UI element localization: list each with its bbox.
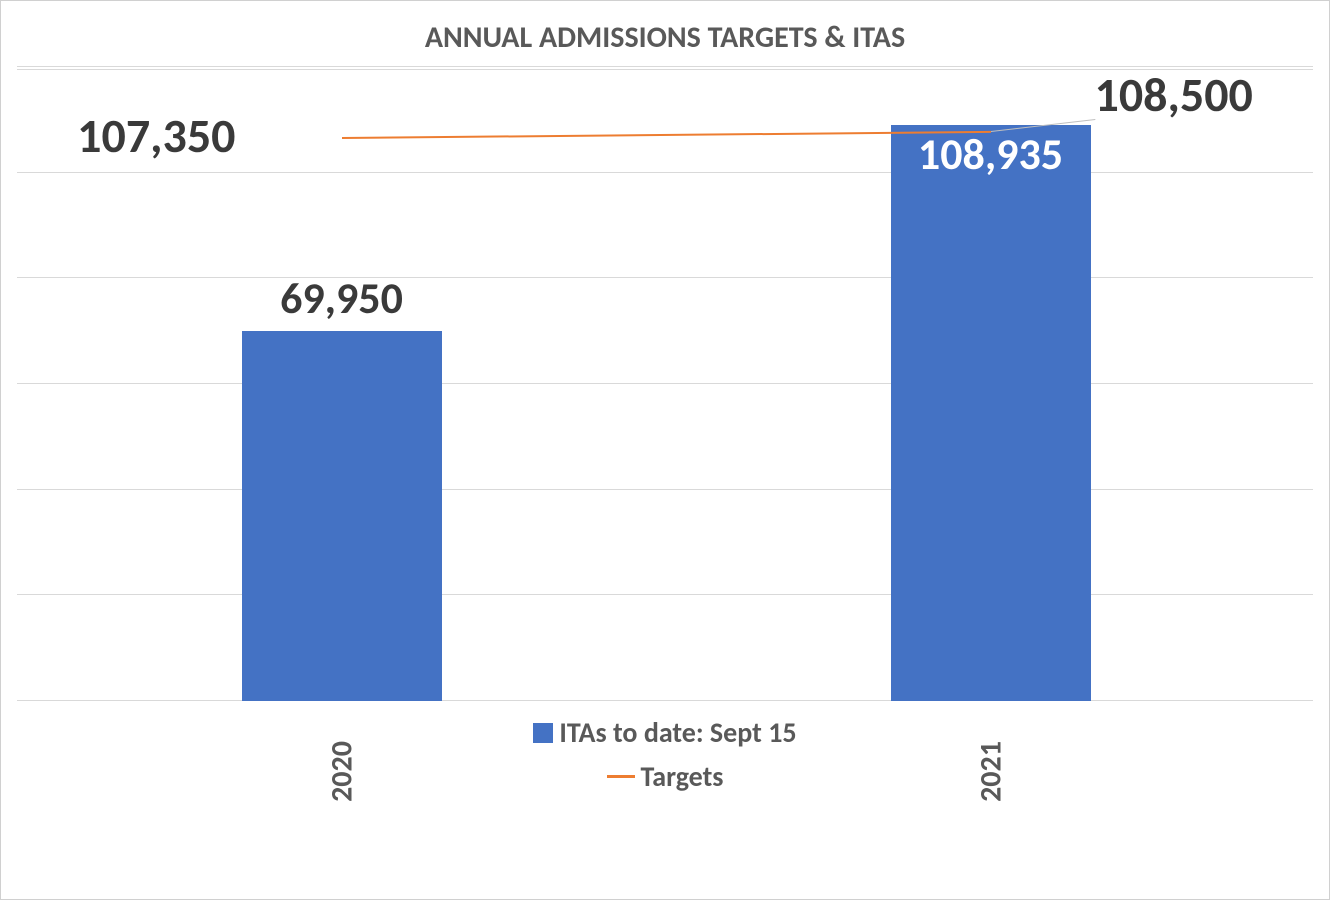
target-label-2020: 107,350 bbox=[77, 106, 235, 165]
legend-item-targets: Targets bbox=[607, 759, 724, 794]
bar-2020 bbox=[242, 331, 442, 701]
gridline bbox=[17, 594, 1313, 595]
plot-area: 69,950108,935107,350108,500 bbox=[17, 69, 1313, 701]
gridline bbox=[17, 383, 1313, 384]
x-axis-label-2020: 2020 bbox=[323, 732, 360, 812]
chart-container: ANNUAL ADMISSIONS TARGETS & ITAS 69,950 1… bbox=[0, 0, 1330, 900]
gridline bbox=[17, 700, 1313, 701]
chart-title: ANNUAL ADMISSIONS TARGETS & ITAS bbox=[1, 19, 1329, 56]
target-label-2021: 108,500 bbox=[1095, 65, 1253, 124]
bar-2021 bbox=[891, 125, 1091, 701]
gridline bbox=[17, 489, 1313, 490]
legend-label-targets: Targets bbox=[641, 759, 724, 794]
legend-swatch-line-icon bbox=[607, 775, 635, 778]
legend-item-itas: ITAs to date: Sept 15 bbox=[533, 715, 796, 750]
legend-swatch-box-icon bbox=[533, 723, 553, 743]
legend: ITAs to date: Sept 15 Targets bbox=[1, 715, 1329, 794]
bar-label-2021: 108,935 bbox=[831, 127, 1151, 181]
x-axis-label-2021: 2021 bbox=[972, 732, 1009, 812]
bar-label-2020: 69,950 bbox=[182, 271, 502, 325]
legend-label-itas: ITAs to date: Sept 15 bbox=[559, 715, 796, 750]
